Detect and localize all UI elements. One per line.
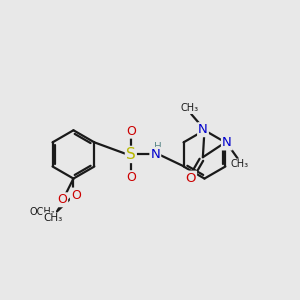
Text: O: O [126, 171, 136, 184]
Text: CH₃: CH₃ [181, 103, 199, 113]
Text: CH₃: CH₃ [43, 213, 62, 223]
Text: N: N [150, 148, 160, 161]
Text: CH₃: CH₃ [230, 159, 248, 170]
Text: H: H [154, 142, 161, 152]
Text: O: O [71, 189, 81, 202]
Text: S: S [126, 147, 136, 162]
Text: O: O [57, 193, 67, 206]
Text: O: O [126, 125, 136, 138]
Text: N: N [222, 136, 232, 149]
Text: OCH₃: OCH₃ [29, 207, 55, 217]
Text: O: O [185, 172, 196, 184]
Text: N: N [198, 123, 208, 136]
